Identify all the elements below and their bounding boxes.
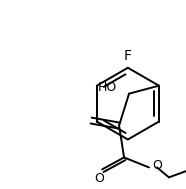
Text: HO: HO — [98, 81, 117, 94]
Text: O: O — [152, 159, 162, 172]
Text: F: F — [124, 49, 132, 63]
Text: O: O — [94, 172, 104, 185]
